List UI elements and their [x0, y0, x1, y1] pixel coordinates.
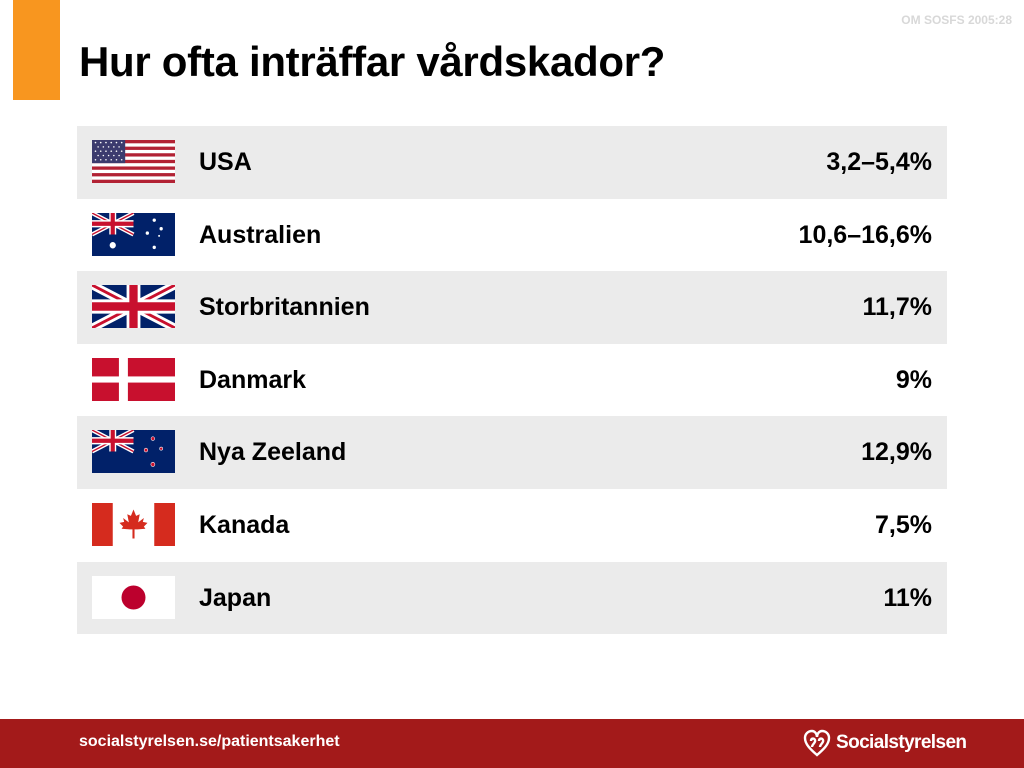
country-name: Danmark: [199, 365, 306, 394]
table-row: Storbritannien 11,7%: [77, 271, 947, 344]
australia-flag-icon: [92, 212, 175, 256]
canada-flag-icon: [92, 502, 175, 546]
new-zealand-flag-icon: [92, 430, 175, 474]
footer: socialstyrelsen.se/patientsakerhet Socia…: [0, 719, 1024, 768]
country-name: Storbritannien: [199, 293, 370, 322]
socialstyrelsen-logo: Socialstyrelsen: [801, 726, 967, 760]
page-title: Hur ofta inträffar vårdskador?: [79, 38, 666, 85]
table-row: Kanada 7,5%: [77, 489, 947, 562]
incidence-value: 11,7%: [862, 293, 932, 322]
country-name: Kanada: [199, 510, 290, 539]
denmark-flag-icon: [92, 357, 175, 401]
country-name: Australien: [199, 220, 322, 249]
usa-flag-icon: [92, 140, 175, 183]
country-name: USA: [199, 148, 252, 176]
japan-flag-icon: [92, 575, 175, 619]
logo-text: Socialstyrelsen: [836, 732, 967, 753]
incidence-table: USA 3,2–5,4% Australien 10,6–16,6%: [77, 126, 947, 635]
footer-url-link[interactable]: socialstyrelsen.se/patientsakerhet: [79, 733, 340, 750]
incidence-value: 9%: [895, 365, 932, 394]
uk-flag-icon: [92, 285, 175, 328]
table-row: Nya Zeeland 12,9%: [77, 416, 947, 489]
country-name: Nya Zeeland: [199, 438, 347, 467]
table-row: Danmark 9%: [77, 344, 947, 417]
logo-mark-icon: [803, 729, 831, 757]
table-row: USA 3,2–5,4%: [77, 126, 947, 199]
incidence-value: 12,9%: [861, 438, 932, 467]
incidence-value: 11%: [883, 583, 932, 612]
country-name: Japan: [199, 583, 272, 612]
slide-reference: OM SOSFS 2005:28: [901, 13, 1012, 27]
incidence-value: 7,5%: [875, 510, 932, 539]
incidence-value: 3,2–5,4%: [826, 148, 932, 176]
table-row: Japan 11%: [77, 561, 947, 635]
accent-bar: [13, 0, 60, 100]
incidence-value: 10,6–16,6%: [798, 220, 932, 249]
table-row: Australien 10,6–16,6%: [77, 199, 947, 272]
